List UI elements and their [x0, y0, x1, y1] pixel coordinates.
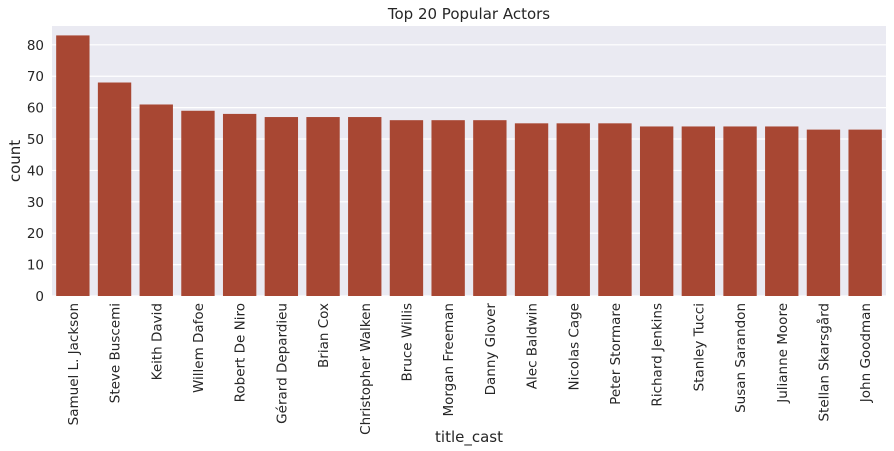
x-tick-label: Alec Baldwin [525, 303, 541, 389]
x-tick-label: Brian Cox [316, 303, 332, 368]
x-tick-label: Samuel L. Jackson [66, 303, 82, 425]
y-tick-label: 80 [27, 38, 44, 54]
bar [389, 120, 424, 297]
x-tick-label: Julianne Moore [775, 303, 791, 404]
x-tick-label: Gérard Depardieu [274, 303, 290, 424]
y-axis-label: count [6, 140, 24, 182]
bar [765, 126, 799, 296]
x-tick-label: Bruce Willis [399, 303, 415, 381]
bar [473, 120, 507, 297]
bar [97, 82, 132, 296]
x-tick-label: Richard Jenkins [650, 303, 666, 407]
chart-title: Top 20 Popular Actors [387, 5, 550, 23]
y-tick-label: 20 [27, 226, 44, 242]
bar [56, 35, 90, 296]
x-tick-label: Willem Dafoe [191, 303, 207, 393]
x-tick-label: Stanley Tucci [691, 303, 707, 391]
bar [431, 120, 465, 297]
bar [723, 126, 757, 296]
bar [264, 117, 299, 296]
bar [306, 117, 340, 296]
bar [139, 104, 173, 296]
y-tick-labels: 0 10 20 30 40 50 60 70 80 [27, 38, 44, 305]
bar [222, 113, 257, 296]
bar [514, 123, 549, 296]
x-tick-label: John Goodman [858, 303, 874, 403]
y-tick-label: 40 [27, 163, 44, 179]
x-tick-label: Robert De Niro [233, 303, 249, 402]
x-tick-label: Keith David [149, 303, 165, 380]
y-tick-label: 50 [27, 132, 44, 148]
x-tick-label: Steve Buscemi [108, 303, 124, 403]
x-tick-label: Peter Stormare [608, 303, 624, 405]
y-tick-label: 30 [27, 195, 44, 211]
bar [681, 126, 716, 296]
y-tick-label: 10 [27, 258, 44, 274]
x-tick-labels: Samuel L. Jackson Steve Buscemi Keith Davi… [66, 303, 874, 435]
y-tick-label: 0 [35, 289, 44, 305]
x-tick-label: Danny Glover [483, 303, 499, 396]
x-tick-label: Susan Sarandon [733, 303, 749, 413]
x-tick-label: Christopher Walken [358, 303, 374, 435]
bar [181, 110, 215, 296]
x-axis-label: title_cast [435, 428, 503, 447]
x-tick-label: Nicolas Cage [566, 303, 582, 390]
bar [556, 123, 590, 296]
x-tick-label: Stellan Skarsgård [815, 303, 832, 422]
plot-area [52, 26, 886, 296]
bars [56, 35, 882, 297]
y-tick-label: 60 [27, 101, 44, 117]
bar [848, 129, 882, 296]
bar [348, 117, 382, 296]
x-tick-label: Morgan Freeman [441, 303, 457, 417]
bar [806, 129, 841, 296]
bar [639, 126, 674, 296]
y-tick-label: 70 [27, 69, 44, 85]
bar [598, 123, 632, 296]
